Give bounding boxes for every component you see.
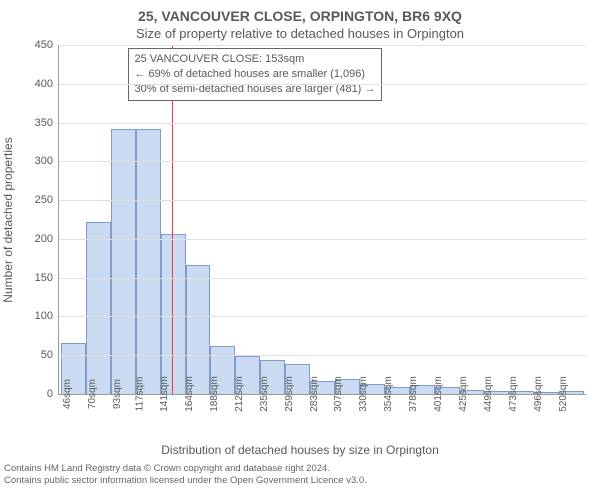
x-tick-label: 283sqm bbox=[303, 376, 320, 412]
x-tick-label: 188sqm bbox=[203, 376, 220, 412]
grid-line bbox=[59, 278, 586, 279]
grid-line bbox=[59, 45, 586, 46]
x-tick-label: 141sqm bbox=[153, 376, 170, 412]
bar-slot: 70sqm bbox=[86, 45, 111, 394]
y-tick-label: 0 bbox=[47, 388, 59, 400]
x-tick-label: 354sqm bbox=[377, 376, 394, 412]
info-line-2: ← 69% of detached houses are smaller (1,… bbox=[135, 67, 376, 82]
bar-slot: 520sqm bbox=[559, 45, 584, 394]
info-line-1: 25 VANCOUVER CLOSE: 153sqm bbox=[135, 52, 376, 67]
x-tick-label: 449sqm bbox=[477, 376, 494, 412]
bar-slot: 378sqm bbox=[410, 45, 435, 394]
bar-slot: 473sqm bbox=[509, 45, 534, 394]
bar-slot: 496sqm bbox=[534, 45, 559, 394]
footer-line-2: Contains public sector information licen… bbox=[4, 475, 596, 487]
y-axis-label: Number of detached properties bbox=[1, 137, 15, 302]
bar-slot: 46sqm bbox=[61, 45, 86, 394]
x-tick-label: 378sqm bbox=[402, 376, 419, 412]
y-tick-label: 300 bbox=[35, 155, 59, 167]
footer: Contains HM Land Registry data © Crown c… bbox=[0, 457, 600, 488]
plot-region: 46sqm70sqm93sqm117sqm141sqm164sqm188sqm2… bbox=[58, 45, 586, 395]
grid-line bbox=[59, 355, 586, 356]
x-tick-label: 259sqm bbox=[278, 376, 295, 412]
chart-area: Number of detached properties 46sqm70sqm… bbox=[58, 45, 586, 395]
info-box: 25 VANCOUVER CLOSE: 153sqm ← 69% of deta… bbox=[128, 48, 383, 101]
x-tick-label: 401sqm bbox=[427, 376, 444, 412]
y-tick-label: 450 bbox=[35, 39, 59, 51]
y-tick-label: 200 bbox=[35, 233, 59, 245]
x-axis-label: Distribution of detached houses by size … bbox=[0, 443, 600, 457]
bar-slot: 354sqm bbox=[385, 45, 410, 394]
x-tick-label: 496sqm bbox=[527, 376, 544, 412]
x-tick-label: 330sqm bbox=[353, 376, 370, 412]
chart-title: 25, VANCOUVER CLOSE, ORPINGTON, BR6 9XQ bbox=[0, 0, 600, 24]
x-tick-label: 235sqm bbox=[253, 376, 270, 412]
x-tick-label: 117sqm bbox=[129, 377, 146, 412]
grid-line bbox=[59, 84, 586, 85]
x-tick-label: 212sqm bbox=[228, 376, 245, 412]
bar bbox=[186, 265, 211, 394]
y-tick-label: 50 bbox=[41, 349, 59, 361]
x-tick-label: 307sqm bbox=[328, 376, 345, 412]
x-tick-label: 164sqm bbox=[178, 376, 195, 412]
y-tick-label: 100 bbox=[35, 310, 59, 322]
grid-line bbox=[59, 161, 586, 162]
grid-line bbox=[59, 316, 586, 317]
y-tick-label: 350 bbox=[35, 117, 59, 129]
grid-line bbox=[59, 123, 586, 124]
grid-line bbox=[59, 200, 586, 201]
y-tick-label: 150 bbox=[35, 272, 59, 284]
x-tick-label: 520sqm bbox=[552, 376, 569, 412]
bar-slot: 401sqm bbox=[435, 45, 460, 394]
x-tick-label: 473sqm bbox=[502, 376, 519, 412]
x-tick-label: 425sqm bbox=[452, 376, 469, 412]
bar bbox=[86, 222, 111, 394]
footer-line-1: Contains HM Land Registry data © Crown c… bbox=[4, 463, 596, 475]
chart-subtitle: Size of property relative to detached ho… bbox=[0, 24, 600, 45]
bar-slot: 425sqm bbox=[460, 45, 485, 394]
bar-slot: 449sqm bbox=[484, 45, 509, 394]
grid-line bbox=[59, 239, 586, 240]
x-tick-label: 70sqm bbox=[81, 379, 98, 409]
y-tick-label: 400 bbox=[35, 78, 59, 90]
x-tick-label: 93sqm bbox=[106, 379, 123, 409]
y-tick-label: 250 bbox=[35, 194, 59, 206]
